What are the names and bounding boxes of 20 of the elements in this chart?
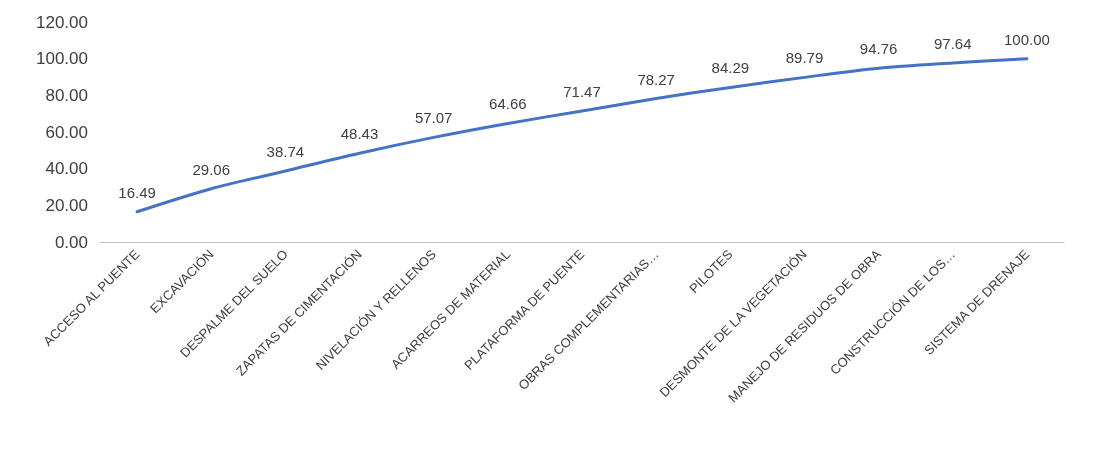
y-tick-label: 0.00 [54, 232, 88, 252]
y-tick-label: 100.00 [36, 49, 88, 69]
data-label: 64.66 [489, 95, 527, 113]
y-tick-label: 20.00 [45, 195, 88, 215]
y-tick-label: 80.00 [45, 85, 88, 105]
data-label: 57.07 [414, 109, 453, 127]
data-label: 97.64 [934, 34, 972, 52]
y-tick-label: 60.00 [45, 122, 88, 142]
data-label: 48.43 [340, 125, 379, 143]
y-tick-label: 40.00 [45, 159, 88, 179]
data-label: 94.76 [859, 40, 898, 58]
data-label: 100.00 [1003, 30, 1050, 48]
data-label: 29.06 [192, 160, 230, 178]
data-label: 84.29 [711, 59, 750, 77]
data-label: 38.74 [266, 142, 305, 160]
data-label: 78.27 [637, 70, 675, 88]
data-label: 89.79 [785, 49, 824, 67]
data-label: 16.49 [118, 183, 156, 201]
data-label: 71.47 [563, 82, 601, 100]
y-tick-label: 120.00 [36, 12, 88, 32]
